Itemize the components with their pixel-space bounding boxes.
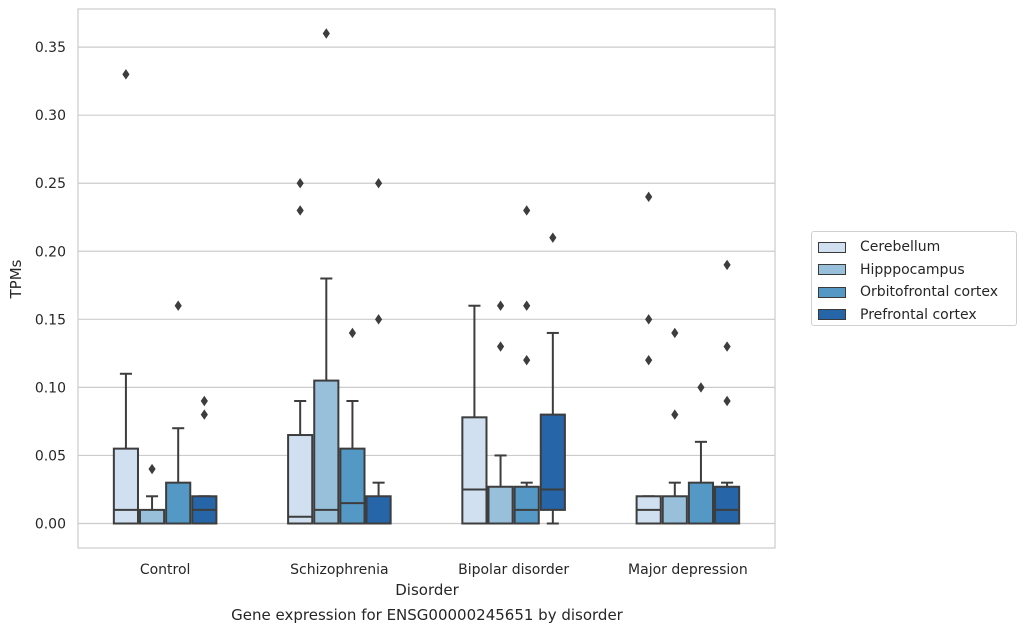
box-hipppocampus <box>313 28 340 525</box>
box-hipppocampus <box>138 463 166 525</box>
y-tick-label: 0.15 <box>35 312 66 328</box>
outlier-point <box>671 409 679 420</box>
box-iqr <box>661 495 688 525</box>
outlier-point <box>322 28 330 39</box>
legend-item: Hipppocampus <box>818 259 1016 282</box>
box-series-layer <box>112 28 741 525</box>
y-tick-label: 0.00 <box>35 517 66 533</box>
box-iqr <box>513 485 540 525</box>
box-iqr <box>313 379 340 525</box>
box-hipppocampus <box>487 300 514 525</box>
box-iqr <box>714 485 741 525</box>
outlier-point <box>645 191 653 203</box>
legend-swatch <box>818 241 846 253</box>
box-cerebellum <box>287 178 314 525</box>
box-orbitofrontal-cortex <box>687 382 715 525</box>
x-tick-label: Bipolar disorder <box>458 562 569 578</box>
box-prefrontal-cortex <box>365 178 392 525</box>
y-gridlines <box>78 46 775 525</box>
box-cerebellum <box>635 191 662 525</box>
box-orbitofrontal-cortex <box>165 300 192 525</box>
box-prefrontal-cortex <box>191 395 218 525</box>
outlier-point <box>200 409 208 420</box>
outlier-point <box>697 382 705 393</box>
x-tick-label: Major depression <box>628 562 748 578</box>
legend-swatch <box>818 309 846 321</box>
legend-item: Cerebellum <box>818 236 1016 259</box>
box-iqr <box>487 485 514 525</box>
box-orbitofrontal-cortex <box>513 205 540 525</box>
x-axis-label: Disorder <box>395 581 459 599</box>
outlier-point <box>645 354 653 366</box>
y-tick-label: 0.10 <box>35 380 66 396</box>
box-iqr <box>461 416 488 525</box>
outlier-point <box>122 69 130 80</box>
legend-swatch <box>818 286 846 298</box>
box-iqr <box>365 495 392 525</box>
outlier-point <box>723 259 731 271</box>
outlier-point <box>174 300 182 311</box>
legend-label: Hipppocampus <box>860 261 965 278</box>
outlier-point <box>645 314 653 325</box>
outlier-point <box>549 232 557 243</box>
x-tick-label: Schizophrenia <box>290 562 388 578</box>
y-tick-label: 0.30 <box>35 108 66 124</box>
box-iqr <box>539 413 566 511</box>
outlier-point <box>523 354 531 366</box>
box-iqr <box>287 434 314 525</box>
box-iqr <box>165 481 192 525</box>
box-cerebellum <box>461 304 488 525</box>
outlier-point <box>496 300 505 311</box>
box-prefrontal-cortex <box>714 259 741 525</box>
outlier-point <box>496 341 505 352</box>
box-iqr <box>138 508 166 525</box>
legend-label: Orbitofrontal cortex <box>860 284 998 301</box>
box-cerebellum <box>112 69 139 525</box>
outlier-point <box>523 205 531 216</box>
y-tick-label: 0.20 <box>35 244 66 260</box>
outlier-point <box>723 341 731 352</box>
legend-label: Prefrontal cortex <box>860 306 977 323</box>
outlier-point <box>348 327 357 339</box>
outlier-point <box>200 395 208 407</box>
y-tick-label: 0.05 <box>35 448 66 464</box>
legend-item: Prefrontal cortex <box>818 304 1016 327</box>
y-tick-label: 0.35 <box>35 40 66 56</box>
legend-item: Orbitofrontal cortex <box>818 281 1016 304</box>
chart-caption: Gene expression for ENSG00000245651 by d… <box>231 606 623 624</box>
y-axis-label: TPMs <box>7 259 25 299</box>
outlier-point <box>374 178 383 189</box>
x-tick-label: Control <box>140 562 191 578</box>
box-prefrontal-cortex <box>539 232 566 525</box>
plot-frame <box>77 8 776 549</box>
box-iqr <box>687 481 715 525</box>
legend-label: Cerebellum <box>860 239 941 256</box>
box-iqr <box>112 447 139 525</box>
y-tick-label: 0.25 <box>35 176 66 192</box>
box-orbitofrontal-cortex <box>339 327 366 525</box>
x-tick-labels: Control Schizophrenia Bipolar disorder Majo… <box>140 562 748 578</box>
outlier-point <box>723 395 731 407</box>
legend: Cerebellum Hipppocampus Orbitofrontal cort… <box>811 231 1017 326</box>
box-hipppocampus <box>661 327 688 525</box>
outlier-point <box>523 300 531 311</box>
outlier-point <box>671 327 679 339</box>
outlier-point <box>296 178 304 189</box>
outlier-point <box>374 314 383 325</box>
outlier-point <box>296 205 304 216</box>
box-iqr <box>339 447 366 525</box>
legend-swatch <box>818 264 846 276</box>
y-tick-labels: 0.00 0.05 0.10 0.15 0.20 0.25 0.30 0.35 <box>35 40 66 532</box>
outlier-point <box>148 463 156 475</box>
